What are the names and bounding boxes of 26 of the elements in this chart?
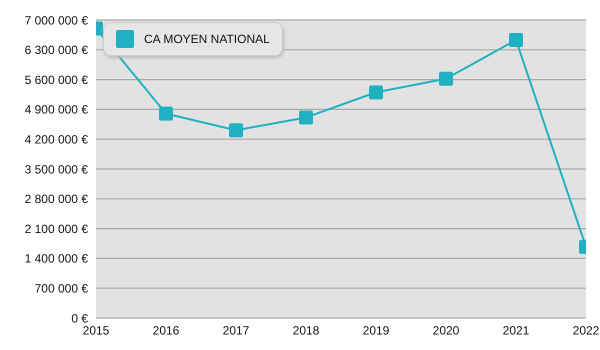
x-tick-label: 2016	[152, 324, 180, 338]
y-tick-label: 700 000 €	[34, 281, 88, 296]
x-tick-label: 2015	[82, 324, 110, 338]
y-tick-label: 1 400 000 €	[24, 252, 88, 266]
x-tick-label: 2019	[362, 324, 390, 338]
y-tick-label: 5 600 000 €	[24, 72, 88, 87]
x-tick-label: 2020	[432, 324, 460, 338]
point	[509, 33, 523, 48]
point	[439, 72, 453, 86]
y-tick-label: 4 200 000 €	[24, 132, 88, 146]
y-tick-label: 7 000 000 €	[24, 13, 88, 28]
point	[159, 106, 173, 121]
legend-label: CA MOYEN NATIONAL	[144, 32, 270, 46]
x-tick-label: 2022	[572, 324, 600, 338]
point	[299, 110, 313, 124]
y-tick-label: 2 100 000 €	[24, 222, 88, 236]
y-tick-label: 4 900 000 €	[24, 102, 88, 117]
point	[229, 123, 243, 138]
y-tick-label: 6 300 000 €	[24, 43, 88, 58]
y-tick-label: 2 800 000 €	[24, 192, 88, 206]
x-tick-label: 2021	[502, 324, 530, 338]
y-tick-label: 3 500 000 €	[24, 162, 88, 176]
point	[369, 85, 383, 100]
y-tick-label: 0 €	[71, 311, 88, 326]
x-tick-label: 2017	[222, 324, 250, 338]
x-tick-label: 2018	[292, 324, 320, 338]
